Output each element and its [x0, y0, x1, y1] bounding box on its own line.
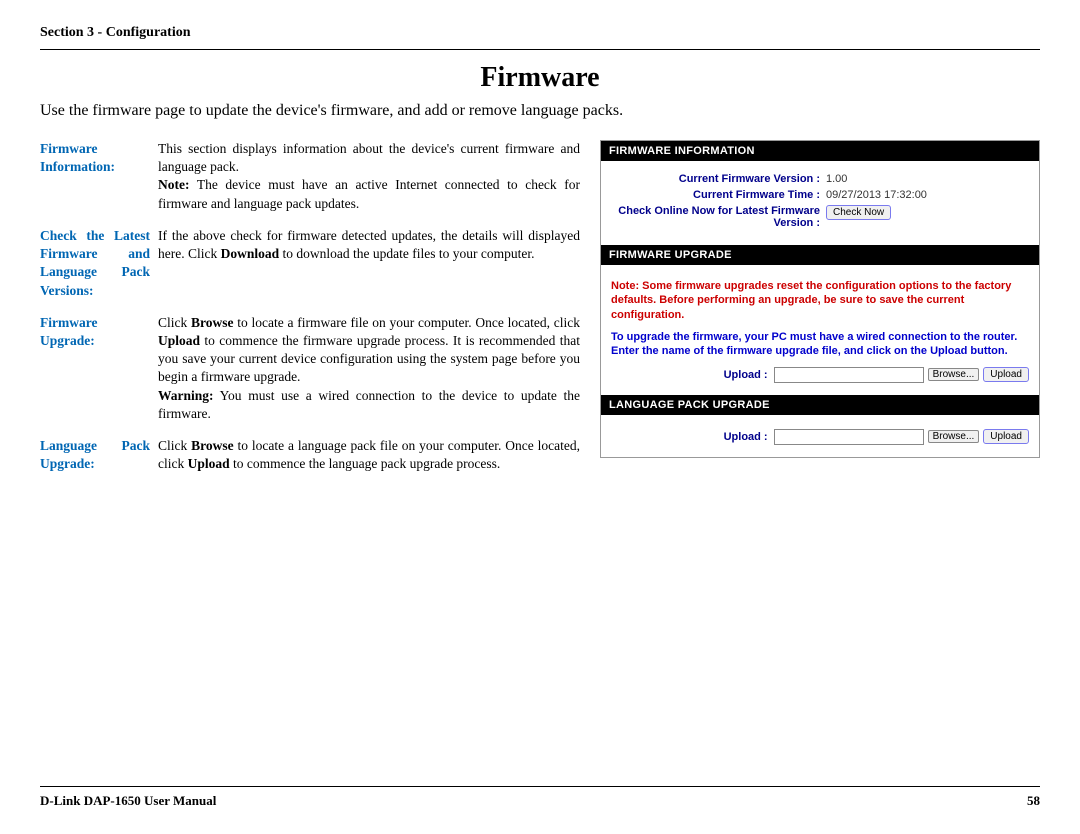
desc-text: to locate a firmware file on your comput… [234, 315, 581, 330]
bold-text: Browse [191, 315, 234, 330]
info-row-check: Check Online Now for Latest Firmware Ver… [611, 205, 1029, 229]
firmware-file-input[interactable] [774, 367, 924, 383]
panel-header-lang: LANGUAGE PACK UPGRADE [601, 395, 1039, 415]
info-label: Check Online Now for Latest Firmware Ver… [611, 205, 826, 229]
upload-row-firmware: Upload Browse... Upload [611, 367, 1029, 383]
desc-text: This section displays information about … [158, 141, 580, 174]
panel-header-upgrade: FIRMWARE UPGRADE [601, 245, 1039, 265]
desc-text: Click [158, 315, 191, 330]
info-value: Check Now [826, 205, 891, 229]
desc-row-check-latest: Check the Latest Firmware and Language P… [40, 227, 580, 314]
info-value: 09/27/2013 17:32:00 [826, 189, 927, 201]
descriptions-column: Firmware Information: This section displ… [40, 140, 580, 488]
info-value: 1.00 [826, 173, 847, 185]
desc-text: to commence the language pack upgrade pr… [230, 456, 501, 471]
footer-page-number: 58 [1027, 793, 1040, 809]
desc-body: This section displays information about … [158, 140, 580, 227]
panel-header-info: FIRMWARE INFORMATION [601, 141, 1039, 161]
warn-prefix: Warning: [158, 388, 214, 403]
desc-text: to download the update files to your com… [279, 246, 534, 261]
desc-text: to commence the firmware upgrade process… [158, 333, 580, 384]
desc-row-fw-info: Firmware Information: This section displ… [40, 140, 580, 227]
note-text: The device must have an active Internet … [158, 177, 580, 210]
bold-text: Download [221, 246, 280, 261]
info-row-time: Current Firmware Time 09/27/2013 17:32:0… [611, 189, 1029, 201]
upload-label: Upload [724, 431, 768, 443]
lang-file-input[interactable] [774, 429, 924, 445]
info-row-version: Current Firmware Version 1.00 [611, 173, 1029, 185]
upload-row-lang: Upload Browse... Upload [611, 429, 1029, 445]
desc-label: Firmware Upgrade: [40, 314, 158, 437]
desc-body: Click Browse to locate a firmware file o… [158, 314, 580, 437]
upload-label: Upload [724, 369, 768, 381]
desc-label: Check the Latest Firmware and Language P… [40, 227, 158, 314]
panel-body-lang: Upload Browse... Upload [601, 415, 1039, 457]
panel-body-upgrade: Note: Some firmware upgrades reset the c… [601, 265, 1039, 394]
lang-browse-button[interactable]: Browse... [928, 430, 980, 443]
lang-upload-button[interactable]: Upload [983, 429, 1029, 444]
info-label: Current Firmware Time [611, 189, 826, 201]
desc-body: Click Browse to locate a language pack f… [158, 437, 580, 487]
desc-row-lang-upgrade: Language Pack Upgrade: Click Browse to l… [40, 437, 580, 487]
desc-label: Firmware Information: [40, 140, 158, 227]
desc-body: If the above check for firmware detected… [158, 227, 580, 314]
section-header: Section 3 - Configuration [40, 25, 1040, 50]
bold-text: Upload [158, 333, 200, 348]
desc-text: Click [158, 438, 191, 453]
intro-text: Use the firmware page to update the devi… [40, 102, 1040, 120]
bold-text: Browse [191, 438, 234, 453]
upgrade-blue-note: To upgrade the firmware, your PC must ha… [611, 330, 1029, 359]
note-prefix: Note: [158, 177, 189, 192]
firmware-upload-button[interactable]: Upload [983, 367, 1029, 382]
page-footer: D-Link DAP-1650 User Manual 58 [40, 786, 1040, 809]
description-table: Firmware Information: This section displ… [40, 140, 580, 488]
screenshot-column: FIRMWARE INFORMATION Current Firmware Ve… [600, 140, 1040, 488]
desc-label: Language Pack Upgrade: [40, 437, 158, 487]
firmware-browse-button[interactable]: Browse... [928, 368, 980, 381]
upgrade-warning-note: Note: Some firmware upgrades reset the c… [611, 279, 1029, 322]
desc-row-fw-upgrade: Firmware Upgrade: Click Browse to locate… [40, 314, 580, 437]
main-content: Firmware Information: This section displ… [40, 140, 1040, 488]
info-label: Current Firmware Version [611, 173, 826, 185]
check-now-button[interactable]: Check Now [826, 205, 891, 220]
page-title: Firmware [40, 62, 1040, 94]
footer-left: D-Link DAP-1650 User Manual [40, 793, 216, 809]
screenshot-panel: FIRMWARE INFORMATION Current Firmware Ve… [600, 140, 1040, 458]
bold-text: Upload [188, 456, 230, 471]
panel-body-info: Current Firmware Version 1.00 Current Fi… [601, 161, 1039, 245]
warn-text: You must use a wired connection to the d… [158, 388, 580, 421]
